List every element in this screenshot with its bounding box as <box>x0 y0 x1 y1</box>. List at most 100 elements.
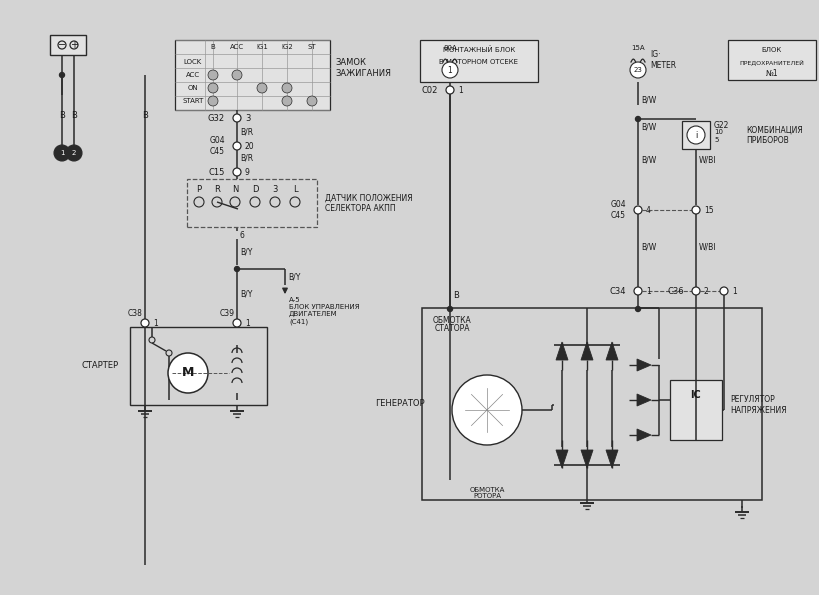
Text: СТАТОРА: СТАТОРА <box>434 324 469 333</box>
Bar <box>681 121 709 149</box>
Bar <box>130 327 267 405</box>
Circle shape <box>633 206 641 214</box>
Text: B: B <box>142 111 147 120</box>
Text: W/BI: W/BI <box>698 243 716 252</box>
Text: 3: 3 <box>245 114 250 123</box>
Text: IG2: IG2 <box>281 44 292 50</box>
Polygon shape <box>636 394 650 406</box>
Text: B/Y: B/Y <box>240 248 252 256</box>
Text: ПРЕДОХРАНИТЕЛЕЙ: ПРЕДОХРАНИТЕЛЕЙ <box>739 59 803 65</box>
Circle shape <box>691 287 699 295</box>
Circle shape <box>208 70 218 80</box>
Circle shape <box>208 96 218 106</box>
Text: ACC: ACC <box>186 72 200 78</box>
Text: IC: IC <box>690 390 700 400</box>
Text: №1: №1 <box>765 68 777 77</box>
Text: G04
C45: G04 C45 <box>209 136 224 156</box>
Text: 2: 2 <box>72 150 76 156</box>
Text: B/R: B/R <box>240 127 253 136</box>
Text: LOCK: LOCK <box>183 59 201 65</box>
Circle shape <box>629 62 645 78</box>
Text: +: + <box>70 40 78 50</box>
Circle shape <box>633 287 641 295</box>
Polygon shape <box>555 342 568 360</box>
Text: i: i <box>694 130 696 139</box>
Bar <box>174 40 329 110</box>
Text: D: D <box>251 184 258 193</box>
Circle shape <box>282 83 292 93</box>
Text: B/Y: B/Y <box>287 273 300 281</box>
Text: IG·
METER: IG· METER <box>649 51 676 70</box>
Text: C15: C15 <box>208 168 224 177</box>
Circle shape <box>232 70 242 80</box>
Circle shape <box>306 96 317 106</box>
Text: 1: 1 <box>645 287 650 296</box>
Text: N: N <box>232 184 238 193</box>
Text: R: R <box>214 184 219 193</box>
Text: В МОТОРНОМ ОТСЕКЕ: В МОТОРНОМ ОТСЕКЕ <box>439 59 518 65</box>
Text: B: B <box>59 111 65 120</box>
Bar <box>419 40 537 82</box>
Text: 3: 3 <box>272 184 278 193</box>
Polygon shape <box>555 450 568 468</box>
Text: B/W: B/W <box>640 123 655 131</box>
Text: B/W: B/W <box>640 96 655 105</box>
Text: C34: C34 <box>609 287 625 296</box>
Circle shape <box>256 83 267 93</box>
Circle shape <box>451 375 522 445</box>
Polygon shape <box>581 450 592 468</box>
Bar <box>50 35 86 55</box>
Text: РЕГУЛЯТОР
НАПРЯЖЕНИЯ: РЕГУЛЯТОР НАПРЯЖЕНИЯ <box>729 395 785 415</box>
Text: G22: G22 <box>713 121 728 130</box>
Text: C36: C36 <box>667 287 683 296</box>
Text: B: B <box>452 290 459 299</box>
Text: 23: 23 <box>633 67 641 73</box>
Text: ДАТЧИК ПОЛОЖЕНИЯ
СЕЛЕКТОРА АКПП: ДАТЧИК ПОЛОЖЕНИЯ СЕЛЕКТОРА АКПП <box>324 193 412 212</box>
Text: C39: C39 <box>219 308 234 318</box>
Circle shape <box>168 353 208 393</box>
Text: L: L <box>292 184 297 193</box>
Text: БЛОК: БЛОК <box>761 47 781 53</box>
Polygon shape <box>605 342 618 360</box>
Text: 9: 9 <box>245 168 250 177</box>
Text: 6: 6 <box>240 230 245 240</box>
Text: B: B <box>71 111 77 120</box>
Text: ЗАМОК
ЗАЖИГАНИЯ: ЗАМОК ЗАЖИГАНИЯ <box>335 58 391 78</box>
Text: P: P <box>197 184 201 193</box>
Text: КОМБИНАЦИЯ
ПРИБОРОВ: КОМБИНАЦИЯ ПРИБОРОВ <box>745 126 802 145</box>
Text: M: M <box>182 367 194 380</box>
Text: IG1: IG1 <box>256 44 268 50</box>
Text: START: START <box>182 98 203 104</box>
Text: C38: C38 <box>128 308 143 318</box>
Text: 1: 1 <box>245 318 250 327</box>
Text: 15: 15 <box>704 205 713 215</box>
Text: B: B <box>210 44 215 50</box>
Text: РОТОРА: РОТОРА <box>473 493 500 499</box>
Bar <box>422 308 761 500</box>
Circle shape <box>441 62 458 78</box>
Text: ACC: ACC <box>229 44 244 50</box>
Circle shape <box>141 319 149 327</box>
Text: 1: 1 <box>60 150 64 156</box>
Bar <box>669 380 721 440</box>
Circle shape <box>686 126 704 144</box>
Text: 15A: 15A <box>631 45 644 51</box>
Text: 4: 4 <box>645 205 650 215</box>
Text: ОБМОТКА: ОБМОТКА <box>468 487 504 493</box>
Circle shape <box>635 117 640 121</box>
Text: А-5
БЛОК УПРАВЛЕНИЯ
ДВИГАТЕЛЕМ
(С41): А-5 БЛОК УПРАВЛЕНИЯ ДВИГАТЕЛЕМ (С41) <box>288 297 360 325</box>
Text: ОБМОТКА: ОБМОТКА <box>432 315 471 324</box>
Circle shape <box>446 86 454 94</box>
Bar <box>727 40 815 80</box>
Text: ST: ST <box>307 44 316 50</box>
Text: 1: 1 <box>153 318 157 327</box>
Text: СТАРТЕР: СТАРТЕР <box>81 362 119 371</box>
Polygon shape <box>581 342 592 360</box>
Text: −: − <box>58 40 66 50</box>
Bar <box>187 179 317 227</box>
Text: B/W: B/W <box>640 155 655 164</box>
Text: G04
C45: G04 C45 <box>609 201 625 220</box>
Circle shape <box>635 306 640 312</box>
Text: G32: G32 <box>208 114 224 123</box>
Text: 1: 1 <box>447 65 452 74</box>
